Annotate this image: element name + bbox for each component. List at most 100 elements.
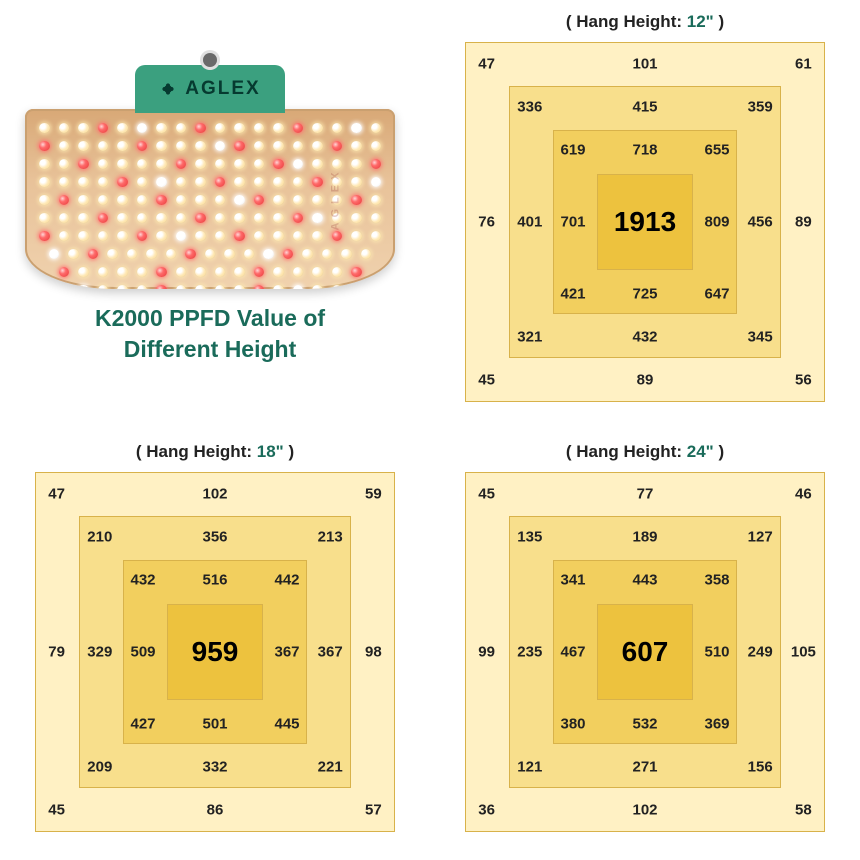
- title-height: 18": [257, 442, 284, 461]
- led-dot: [273, 285, 284, 289]
- led-dot: [195, 213, 206, 224]
- led-dot: [98, 177, 109, 188]
- led-dot: [215, 177, 226, 188]
- ppfd-value: 809: [704, 214, 729, 231]
- ppfd-value: 321: [517, 329, 542, 346]
- led-dot: [59, 267, 70, 278]
- ppfd-value: 99: [478, 644, 495, 661]
- led-dot: [127, 249, 138, 260]
- led-dot: [273, 141, 284, 152]
- led-dot: [351, 123, 362, 134]
- led-dot: [234, 285, 245, 289]
- ppfd-value: 89: [637, 372, 654, 389]
- ppfd-value: 1913: [614, 206, 676, 238]
- led-dot: [371, 213, 382, 224]
- led-dot: [332, 141, 343, 152]
- led-dot: [215, 123, 226, 134]
- led-dot: [351, 141, 362, 152]
- led-dot: [176, 213, 187, 224]
- led-dot: [78, 285, 89, 289]
- led-dot: [176, 267, 187, 278]
- heat-cell-18: ( Hang Height: 18" ) 4710259799845865721…: [0, 430, 430, 860]
- ppfd-value: 367: [274, 644, 299, 661]
- ppfd-value: 47: [48, 485, 65, 502]
- ppfd-value: 102: [632, 802, 657, 819]
- heat-square-24: 4577469910536102581351891272352491212711…: [465, 472, 825, 832]
- heat-wrap: ( Hang Height: 24" ) 4577469910536102581…: [430, 430, 860, 860]
- led-dot: [59, 177, 70, 188]
- led-dot: [234, 195, 245, 206]
- heat-wrap: ( Hang Height: 18" ) 4710259799845865721…: [0, 430, 430, 860]
- led-dot: [351, 231, 362, 242]
- led-dot: [332, 231, 343, 242]
- led-dot: [273, 177, 284, 188]
- ppfd-value: 725: [632, 286, 657, 303]
- led-dot: [78, 195, 89, 206]
- led-dot: [195, 123, 206, 134]
- led-dot: [293, 141, 304, 152]
- led-dot: [137, 141, 148, 152]
- ppfd-value: 98: [365, 644, 382, 661]
- ppfd-value: 59: [365, 485, 382, 502]
- led-dot: [351, 177, 362, 188]
- led-dot: [59, 213, 70, 224]
- ppfd-value: 79: [48, 644, 65, 661]
- title-suffix: ): [284, 442, 294, 461]
- ppfd-value: 249: [748, 644, 773, 661]
- ppfd-value: 235: [517, 644, 542, 661]
- ppfd-value: 359: [748, 98, 773, 115]
- led-dot: [156, 267, 167, 278]
- led-dot: [273, 213, 284, 224]
- product-wrap: AGLEX K2000 PPFD Value of Different Heig…: [0, 0, 430, 430]
- led-dot: [293, 213, 304, 224]
- led-dot: [117, 177, 128, 188]
- led-dot: [39, 141, 50, 152]
- led-dot: [98, 285, 109, 289]
- ppfd-value: 127: [748, 528, 773, 545]
- led-dot: [39, 177, 50, 188]
- ppfd-value: 509: [130, 644, 155, 661]
- led-dot: [59, 123, 70, 134]
- led-dot: [215, 159, 226, 170]
- led-dot: [312, 213, 323, 224]
- led-dot: [137, 195, 148, 206]
- led-dot: [254, 285, 265, 289]
- led-dot: [59, 159, 70, 170]
- ppfd-value: 105: [791, 644, 816, 661]
- ppfd-value: 86: [207, 802, 224, 819]
- led-dot: [215, 195, 226, 206]
- ppfd-value: 135: [517, 528, 542, 545]
- ppfd-value: 189: [632, 528, 657, 545]
- ppfd-value: 76: [478, 214, 495, 231]
- ppfd-value: 210: [87, 528, 112, 545]
- led-dot: [361, 249, 372, 260]
- ppfd-value: 607: [622, 636, 669, 668]
- led-dot: [273, 195, 284, 206]
- led-dot: [293, 123, 304, 134]
- heat-title-12: ( Hang Height: 12" ): [566, 12, 724, 32]
- led-dot: [312, 141, 323, 152]
- led-dot: [195, 195, 206, 206]
- led-dot: [137, 267, 148, 278]
- ppfd-value: 156: [748, 759, 773, 776]
- led-dot: [117, 159, 128, 170]
- led-dot: [98, 141, 109, 152]
- led-dot: [137, 231, 148, 242]
- led-dot: [195, 141, 206, 152]
- ppfd-value: 213: [318, 528, 343, 545]
- led-dot: [332, 267, 343, 278]
- ppfd-value: 443: [632, 572, 657, 589]
- led-dot: [78, 267, 89, 278]
- ppfd-value: 532: [632, 716, 657, 733]
- led-dot: [371, 231, 382, 242]
- ppfd-value: 427: [130, 716, 155, 733]
- ppfd-value: 58: [795, 802, 812, 819]
- ppfd-value: 77: [637, 485, 654, 502]
- title-height: 12": [687, 12, 714, 31]
- led-grid: [43, 123, 377, 289]
- ppfd-value: 56: [795, 372, 812, 389]
- led-dot: [234, 141, 245, 152]
- led-dot: [39, 231, 50, 242]
- brand-label: AGLEX: [185, 78, 260, 100]
- led-dot: [234, 177, 245, 188]
